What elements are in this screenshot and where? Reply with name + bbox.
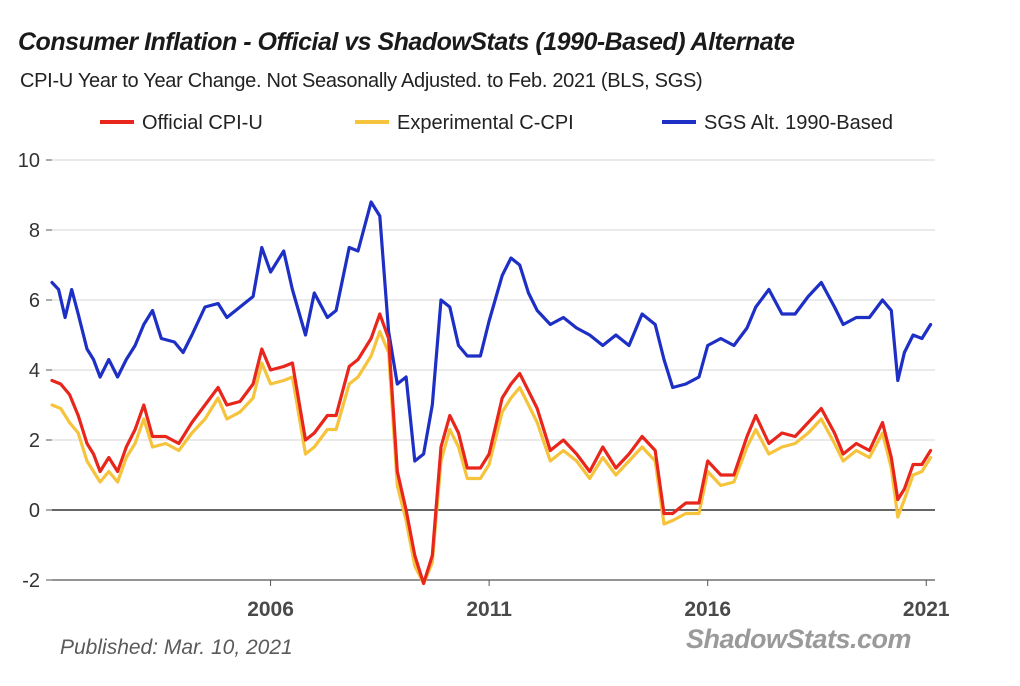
y-tick-label: 8 <box>29 220 40 242</box>
series-line-official-cpi <box>50 312 933 586</box>
chart-title: Consumer Inflation - Official vs ShadowS… <box>18 28 795 56</box>
legend-item-sgs-alt: SGS Alt. 1990-Based <box>662 112 893 135</box>
legend-swatch-sgs-alt <box>662 119 696 124</box>
brand-watermark: ShadowStats.com <box>686 624 912 654</box>
legend-item-official-cpi: Official CPI-U <box>100 112 263 135</box>
y-tick-label: 4 <box>29 360 40 382</box>
legend-label: Official CPI-U <box>142 112 263 134</box>
x-tick-label: 2016 <box>684 598 731 621</box>
y-tick-label: 10 <box>18 150 40 172</box>
y-tick-label: -2 <box>22 570 40 592</box>
y-tick-label: 6 <box>29 290 40 312</box>
chart-subtitle: CPI-U Year to Year Change. Not Seasonall… <box>20 70 703 92</box>
legend-swatch-experimental-ccpi <box>355 119 389 124</box>
legend-label: SGS Alt. 1990-Based <box>704 112 894 134</box>
legend-item-experimental-ccpi: Experimental C-CPI <box>355 112 574 135</box>
published-date: Published: Mar. 10, 2021 <box>60 636 293 659</box>
series-line-experimental-ccpi <box>50 329 933 586</box>
y-tick-label: 2 <box>29 430 40 452</box>
x-tick-label: 2011 <box>466 598 512 621</box>
y-tick-label: 0 <box>29 500 40 522</box>
x-tick-label: 2021 <box>903 598 950 621</box>
series-line-sgs-alt <box>50 200 933 463</box>
x-tick-label: 2006 <box>247 598 294 621</box>
legend-swatch-official-cpi <box>100 119 134 124</box>
legend-label: Experimental C-CPI <box>397 112 574 134</box>
